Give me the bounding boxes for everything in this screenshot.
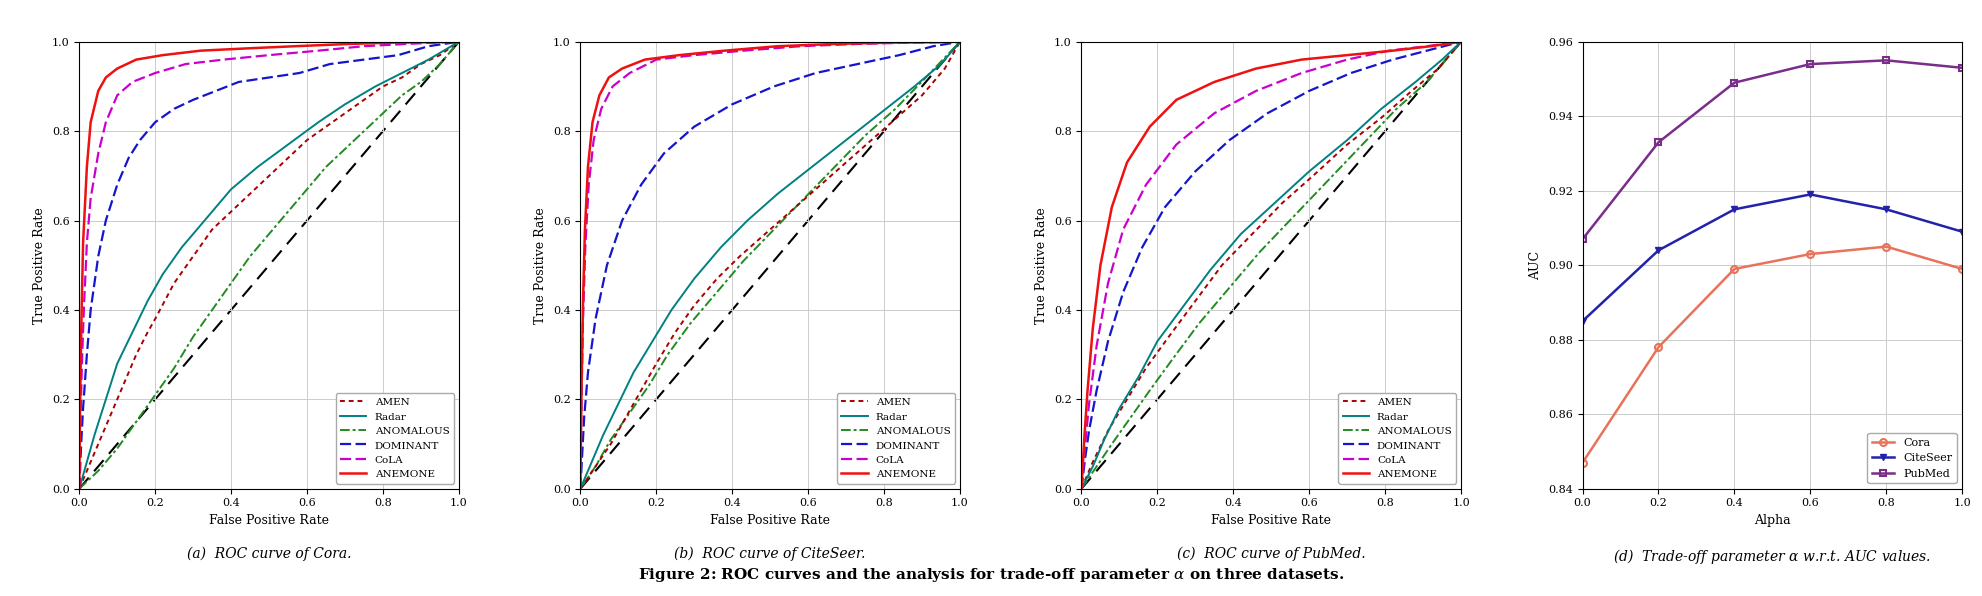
CiteSeer [1798,191,1821,198]
Text: Figure 2: ROC curves and the analysis for trade-off parameter $\alpha$ on three : Figure 2: ROC curves and the analysis fo… [638,566,1344,584]
Line: PubMed: PubMed [1580,57,1966,243]
Y-axis label: True Positive Rate: True Positive Rate [535,207,547,324]
Y-axis label: True Positive Rate: True Positive Rate [1035,207,1048,324]
Line: Cora: Cora [1580,243,1966,466]
Line: CiteSeer: CiteSeer [1580,191,1966,325]
Text: (c)  ROC curve of PubMed.: (c) ROC curve of PubMed. [1177,547,1366,561]
Cora [1875,243,1899,250]
CiteSeer [1570,318,1594,325]
Cora [1798,250,1821,257]
CiteSeer [1722,206,1746,213]
PubMed [1647,139,1671,146]
Legend: AMEN, Radar, ANOMALOUS, DOMINANT, CoLA, ANEMONE: AMEN, Radar, ANOMALOUS, DOMINANT, CoLA, … [337,393,454,483]
Cora [1722,265,1746,272]
PubMed [1722,79,1746,86]
X-axis label: False Positive Rate: False Positive Rate [710,514,830,527]
PubMed [1570,235,1594,243]
Legend: Cora, CiteSeer, PubMed: Cora, CiteSeer, PubMed [1867,433,1956,483]
X-axis label: False Positive Rate: False Positive Rate [208,514,329,527]
CiteSeer [1647,247,1671,254]
Legend: AMEN, Radar, ANOMALOUS, DOMINANT, CoLA, ANEMONE: AMEN, Radar, ANOMALOUS, DOMINANT, CoLA, … [836,393,955,483]
Cora [1950,265,1974,272]
PubMed [1798,60,1821,67]
X-axis label: False Positive Rate: False Positive Rate [1211,514,1332,527]
Text: (a)  ROC curve of Cora.: (a) ROC curve of Cora. [186,547,351,561]
Legend: AMEN, Radar, ANOMALOUS, DOMINANT, CoLA, ANEMONE: AMEN, Radar, ANOMALOUS, DOMINANT, CoLA, … [1338,393,1457,483]
CiteSeer [1875,206,1899,213]
PubMed [1950,64,1974,72]
Y-axis label: AUC: AUC [1530,251,1542,280]
CiteSeer [1950,228,1974,235]
Y-axis label: True Positive Rate: True Positive Rate [34,207,46,324]
PubMed [1875,57,1899,64]
X-axis label: Alpha: Alpha [1754,514,1790,527]
Text: (b)  ROC curve of CiteSeer.: (b) ROC curve of CiteSeer. [674,547,866,561]
Text: (d)  Trade-off parameter $\alpha$ w.r.t. AUC values.: (d) Trade-off parameter $\alpha$ w.r.t. … [1613,547,1930,566]
Cora [1570,459,1594,466]
Cora [1647,343,1671,350]
